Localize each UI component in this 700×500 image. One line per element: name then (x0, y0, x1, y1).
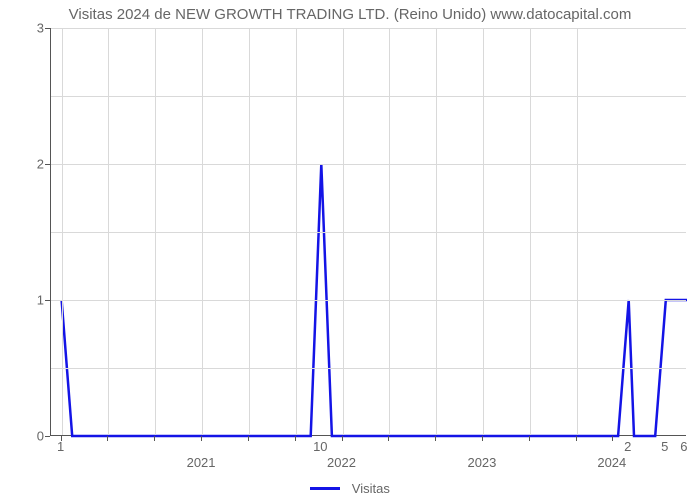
legend-swatch (310, 487, 340, 490)
y-tick-label: 0 (14, 430, 44, 443)
gridline-horizontal (51, 232, 686, 233)
x-sub-label: 2 (624, 440, 631, 453)
gridline-horizontal (51, 28, 686, 29)
x-sub-label: 6 (680, 440, 687, 453)
plot-area (50, 28, 686, 436)
x-minor-tick (295, 436, 296, 441)
gridline-vertical (296, 28, 297, 435)
x-sub-label: 10 (313, 440, 327, 453)
gridline-vertical (530, 28, 531, 435)
x-tick-mark (612, 436, 613, 441)
x-minor-tick (529, 436, 530, 441)
x-minor-tick (342, 436, 343, 441)
y-tick-label: 2 (14, 158, 44, 171)
x-year-label: 2024 (597, 456, 626, 469)
x-year-label: 2021 (187, 456, 216, 469)
gridline-horizontal (51, 96, 686, 97)
gridline-horizontal (51, 368, 686, 369)
x-minor-tick (388, 436, 389, 441)
gridline-horizontal (51, 300, 686, 301)
chart-title: Visitas 2024 de NEW GROWTH TRADING LTD. … (0, 6, 700, 23)
chart-container: Visitas 2024 de NEW GROWTH TRADING LTD. … (0, 0, 700, 500)
gridline-vertical (436, 28, 437, 435)
x-minor-tick (435, 436, 436, 441)
gridline-vertical (343, 28, 344, 435)
y-tick-label: 1 (14, 294, 44, 307)
x-minor-tick (482, 436, 483, 441)
gridline-vertical (483, 28, 484, 435)
gridline-vertical (108, 28, 109, 435)
legend-label: Visitas (352, 481, 390, 496)
gridline-vertical (62, 28, 63, 435)
legend: Visitas (0, 480, 700, 496)
gridline-horizontal (51, 164, 686, 165)
x-sub-label: 5 (661, 440, 668, 453)
x-year-label: 2023 (467, 456, 496, 469)
gridline-vertical (155, 28, 156, 435)
x-minor-tick (154, 436, 155, 441)
gridline-vertical (249, 28, 250, 435)
x-minor-tick (107, 436, 108, 441)
y-tick-mark (45, 300, 50, 301)
x-year-label: 2022 (327, 456, 356, 469)
y-tick-mark (45, 164, 50, 165)
gridline-vertical (389, 28, 390, 435)
x-minor-tick (576, 436, 577, 441)
x-minor-tick (201, 436, 202, 441)
y-tick-mark (45, 28, 50, 29)
gridline-vertical (202, 28, 203, 435)
gridline-vertical (577, 28, 578, 435)
x-sub-label: 1 (57, 440, 64, 453)
y-tick-label: 3 (14, 22, 44, 35)
x-minor-tick (61, 436, 62, 441)
x-minor-tick (248, 436, 249, 441)
y-tick-mark (45, 436, 50, 437)
